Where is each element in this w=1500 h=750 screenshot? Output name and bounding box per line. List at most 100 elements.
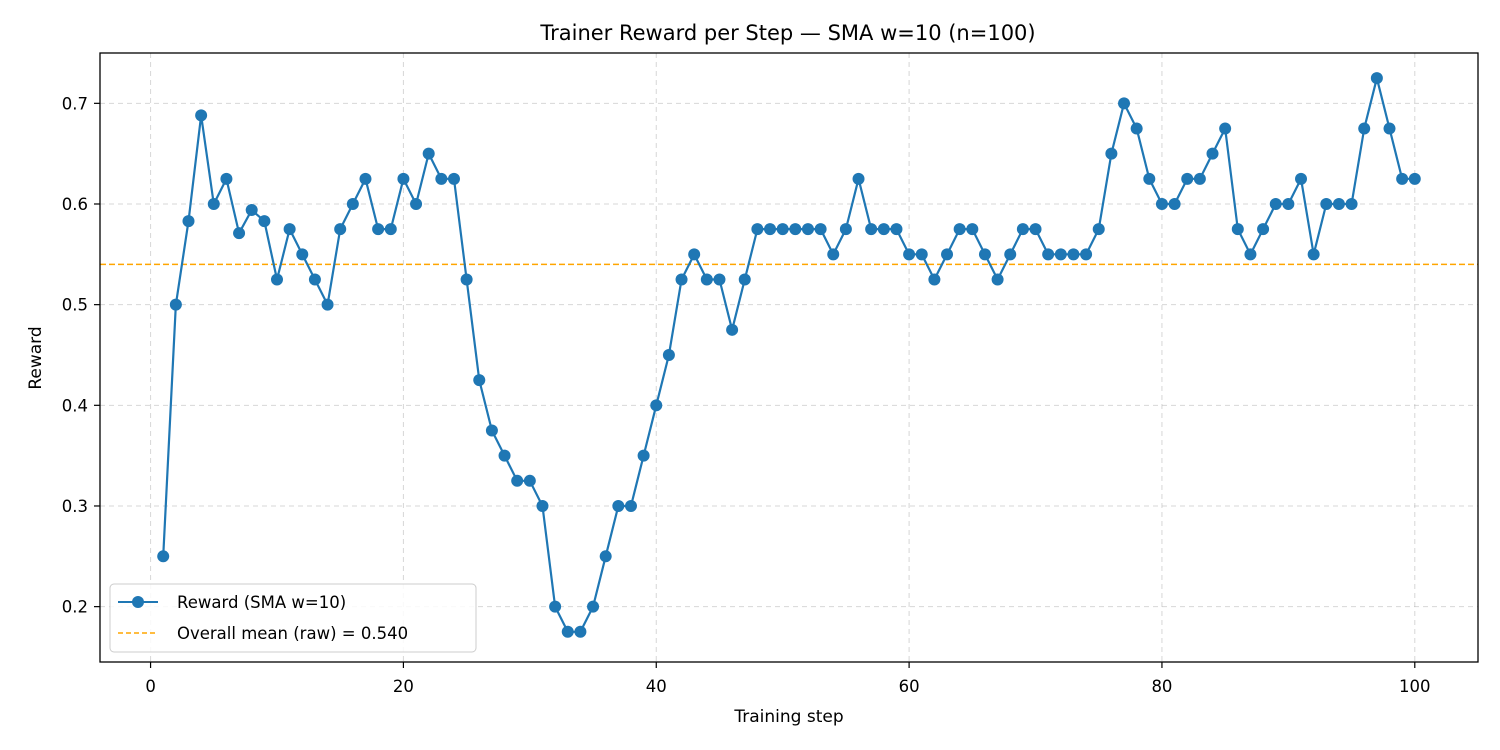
data-point	[1092, 223, 1105, 236]
data-point	[751, 223, 764, 236]
data-point	[978, 248, 991, 261]
data-point	[1130, 122, 1143, 135]
data-point	[852, 172, 865, 185]
data-point	[1370, 72, 1383, 85]
data-point	[1244, 248, 1257, 261]
data-point	[1345, 197, 1358, 210]
data-point	[1295, 172, 1308, 185]
data-point	[498, 449, 511, 462]
y-tick-label: 0.4	[62, 396, 88, 415]
data-point	[460, 273, 473, 286]
data-point	[1231, 223, 1244, 236]
data-point	[928, 273, 941, 286]
data-point	[764, 223, 777, 236]
data-point	[1016, 223, 1029, 236]
legend-box	[109, 583, 477, 653]
data-point	[549, 600, 562, 613]
data-point	[726, 323, 739, 336]
data-point	[321, 298, 334, 311]
data-point	[384, 223, 397, 236]
data-point	[346, 197, 359, 210]
data-point	[966, 223, 979, 236]
data-point	[1155, 197, 1168, 210]
data-point	[801, 223, 814, 236]
legend-reward-marker	[132, 596, 144, 608]
x-tick-label: 20	[393, 677, 414, 696]
data-point	[422, 147, 435, 160]
data-point	[574, 625, 587, 638]
data-point	[700, 273, 713, 286]
data-point	[953, 223, 966, 236]
series-line	[162, 77, 1415, 633]
data-point	[738, 273, 751, 286]
data-point	[485, 424, 498, 437]
x-tick-label: 100	[1399, 677, 1431, 696]
data-point	[1168, 197, 1181, 210]
data-point	[1029, 223, 1042, 236]
data-point	[1004, 248, 1017, 261]
data-point	[283, 223, 296, 236]
legend-mean-label: Overall mean (raw) = 0.540	[177, 624, 408, 643]
data-point	[624, 499, 637, 512]
chart-title: Trainer Reward per Step — SMA w=10 (n=10…	[539, 21, 1035, 45]
x-tick-label: 0	[145, 677, 156, 696]
data-point	[587, 600, 600, 613]
data-point	[511, 474, 524, 487]
data-point	[1383, 122, 1396, 135]
y-tick-label: 0.2	[62, 598, 88, 617]
data-point	[612, 499, 625, 512]
data-point	[1219, 122, 1232, 135]
data-point	[1269, 197, 1282, 210]
x-tick-label: 40	[646, 677, 667, 696]
data-point	[182, 215, 195, 228]
y-axis-label: Reward	[26, 326, 46, 389]
data-point	[220, 172, 233, 185]
data-point	[1054, 248, 1067, 261]
data-point	[599, 550, 612, 563]
x-axis-label: Training step	[733, 707, 843, 727]
data-points	[157, 72, 1421, 638]
x-tick-label: 60	[899, 677, 920, 696]
data-point	[675, 273, 688, 286]
data-point	[662, 348, 675, 361]
data-point	[1358, 122, 1371, 135]
data-point	[1307, 248, 1320, 261]
data-point	[410, 197, 423, 210]
data-point	[308, 273, 321, 286]
data-point	[536, 499, 549, 512]
data-point	[1396, 172, 1409, 185]
data-point	[359, 172, 372, 185]
data-point	[1181, 172, 1194, 185]
data-point	[435, 172, 448, 185]
data-point	[397, 172, 410, 185]
reward-polyline	[162, 77, 1415, 633]
data-point	[157, 550, 170, 563]
data-point	[561, 625, 574, 638]
data-point	[650, 399, 663, 412]
data-point	[827, 248, 840, 261]
data-point	[258, 215, 271, 228]
data-point	[1080, 248, 1093, 261]
data-point	[814, 223, 827, 236]
data-point	[1118, 97, 1131, 110]
data-point	[890, 223, 903, 236]
data-point	[789, 223, 802, 236]
y-axis: 0.2 0.3 0.4 0.5 0.6 0.7	[62, 94, 100, 617]
data-point	[334, 223, 347, 236]
y-tick-label: 0.7	[62, 94, 88, 113]
data-point	[245, 204, 258, 217]
data-point	[1282, 197, 1295, 210]
data-point	[991, 273, 1004, 286]
data-point	[447, 172, 460, 185]
data-point	[877, 223, 890, 236]
data-point	[1206, 147, 1219, 160]
x-axis: 0 20 40 60 80 100	[145, 662, 1431, 696]
legend: Reward (SMA w=10) Overall mean (raw) = 0…	[109, 583, 477, 653]
y-tick-label: 0.5	[62, 296, 88, 315]
plot-frame	[99, 52, 1479, 663]
data-point	[195, 109, 208, 122]
data-point	[865, 223, 878, 236]
y-tick-label: 0.3	[62, 497, 88, 516]
data-point	[372, 223, 385, 236]
